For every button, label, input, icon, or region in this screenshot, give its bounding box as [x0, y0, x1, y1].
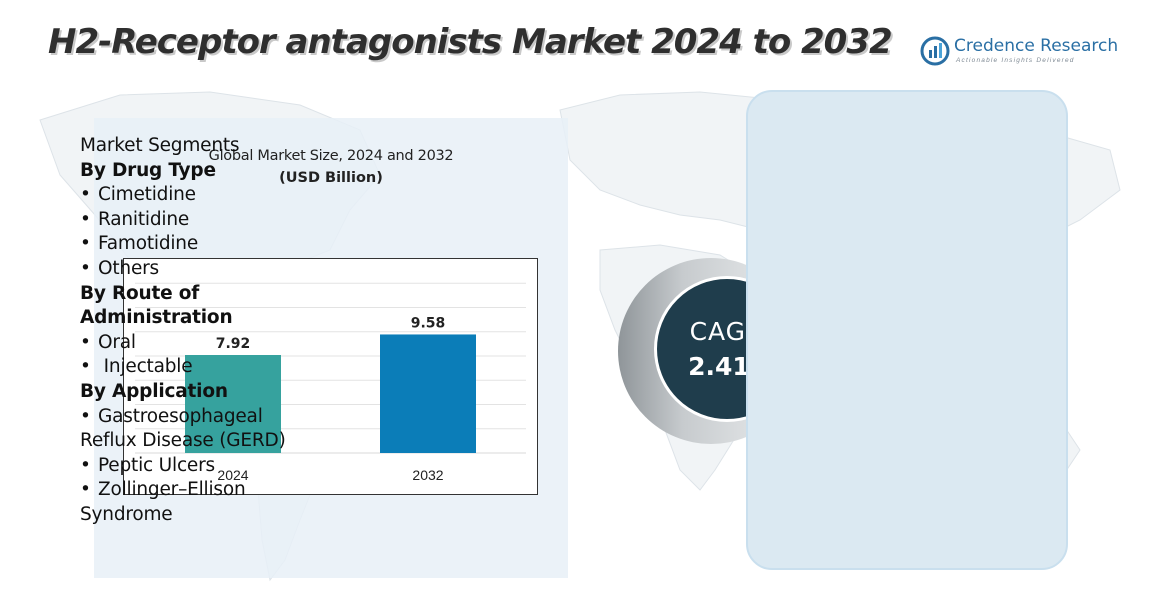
x-tick-label: 2032: [412, 467, 443, 483]
chart-title: Global Market Size, 2024 and 2032: [208, 148, 454, 164]
segment-item: Cimetidine: [80, 183, 286, 208]
credence-logo-icon: [920, 36, 950, 66]
segment-group-title: By Drug Type: [80, 159, 216, 181]
segment-item: Others: [80, 257, 286, 282]
cagr-value: 2.41: [688, 352, 750, 381]
segment-group-title: Administration: [80, 307, 233, 329]
data-label: 9.58: [411, 315, 446, 331]
page-title: H2-Receptor antagonists Market 2024 to 2…: [48, 22, 893, 62]
segments-heading: Market Segments: [80, 135, 240, 156]
segment-item: Famotidine: [80, 232, 286, 257]
segment-item: Peptic Ulcers: [80, 454, 286, 479]
segment-item: Ranitidine: [80, 208, 286, 233]
bar-2032: [380, 334, 476, 453]
segments-panel: [746, 90, 1068, 570]
brand-tagline: Actionable Insights Delivered: [956, 57, 1075, 64]
segment-item: Oral: [80, 331, 286, 356]
segment-group-title: By Route of: [80, 282, 200, 304]
brand-name: Credence Research: [954, 36, 1119, 56]
segment-item: Zollinger–Ellison: [80, 478, 286, 503]
segment-item: Gastroesophageal: [80, 405, 286, 430]
segment-item-continuation: Reflux Disease (GERD): [80, 430, 286, 452]
segment-group-title: By Application: [80, 380, 228, 402]
brand-logo: Credence Research Actionable Insights De…: [920, 34, 1118, 70]
chart-unit: (USD Billion): [279, 170, 383, 186]
segment-item: Injectable: [80, 355, 286, 380]
segments-list: Market Segments By Drug Type Cimetidine …: [80, 134, 286, 528]
segment-item-continuation: Syndrome: [80, 503, 173, 525]
